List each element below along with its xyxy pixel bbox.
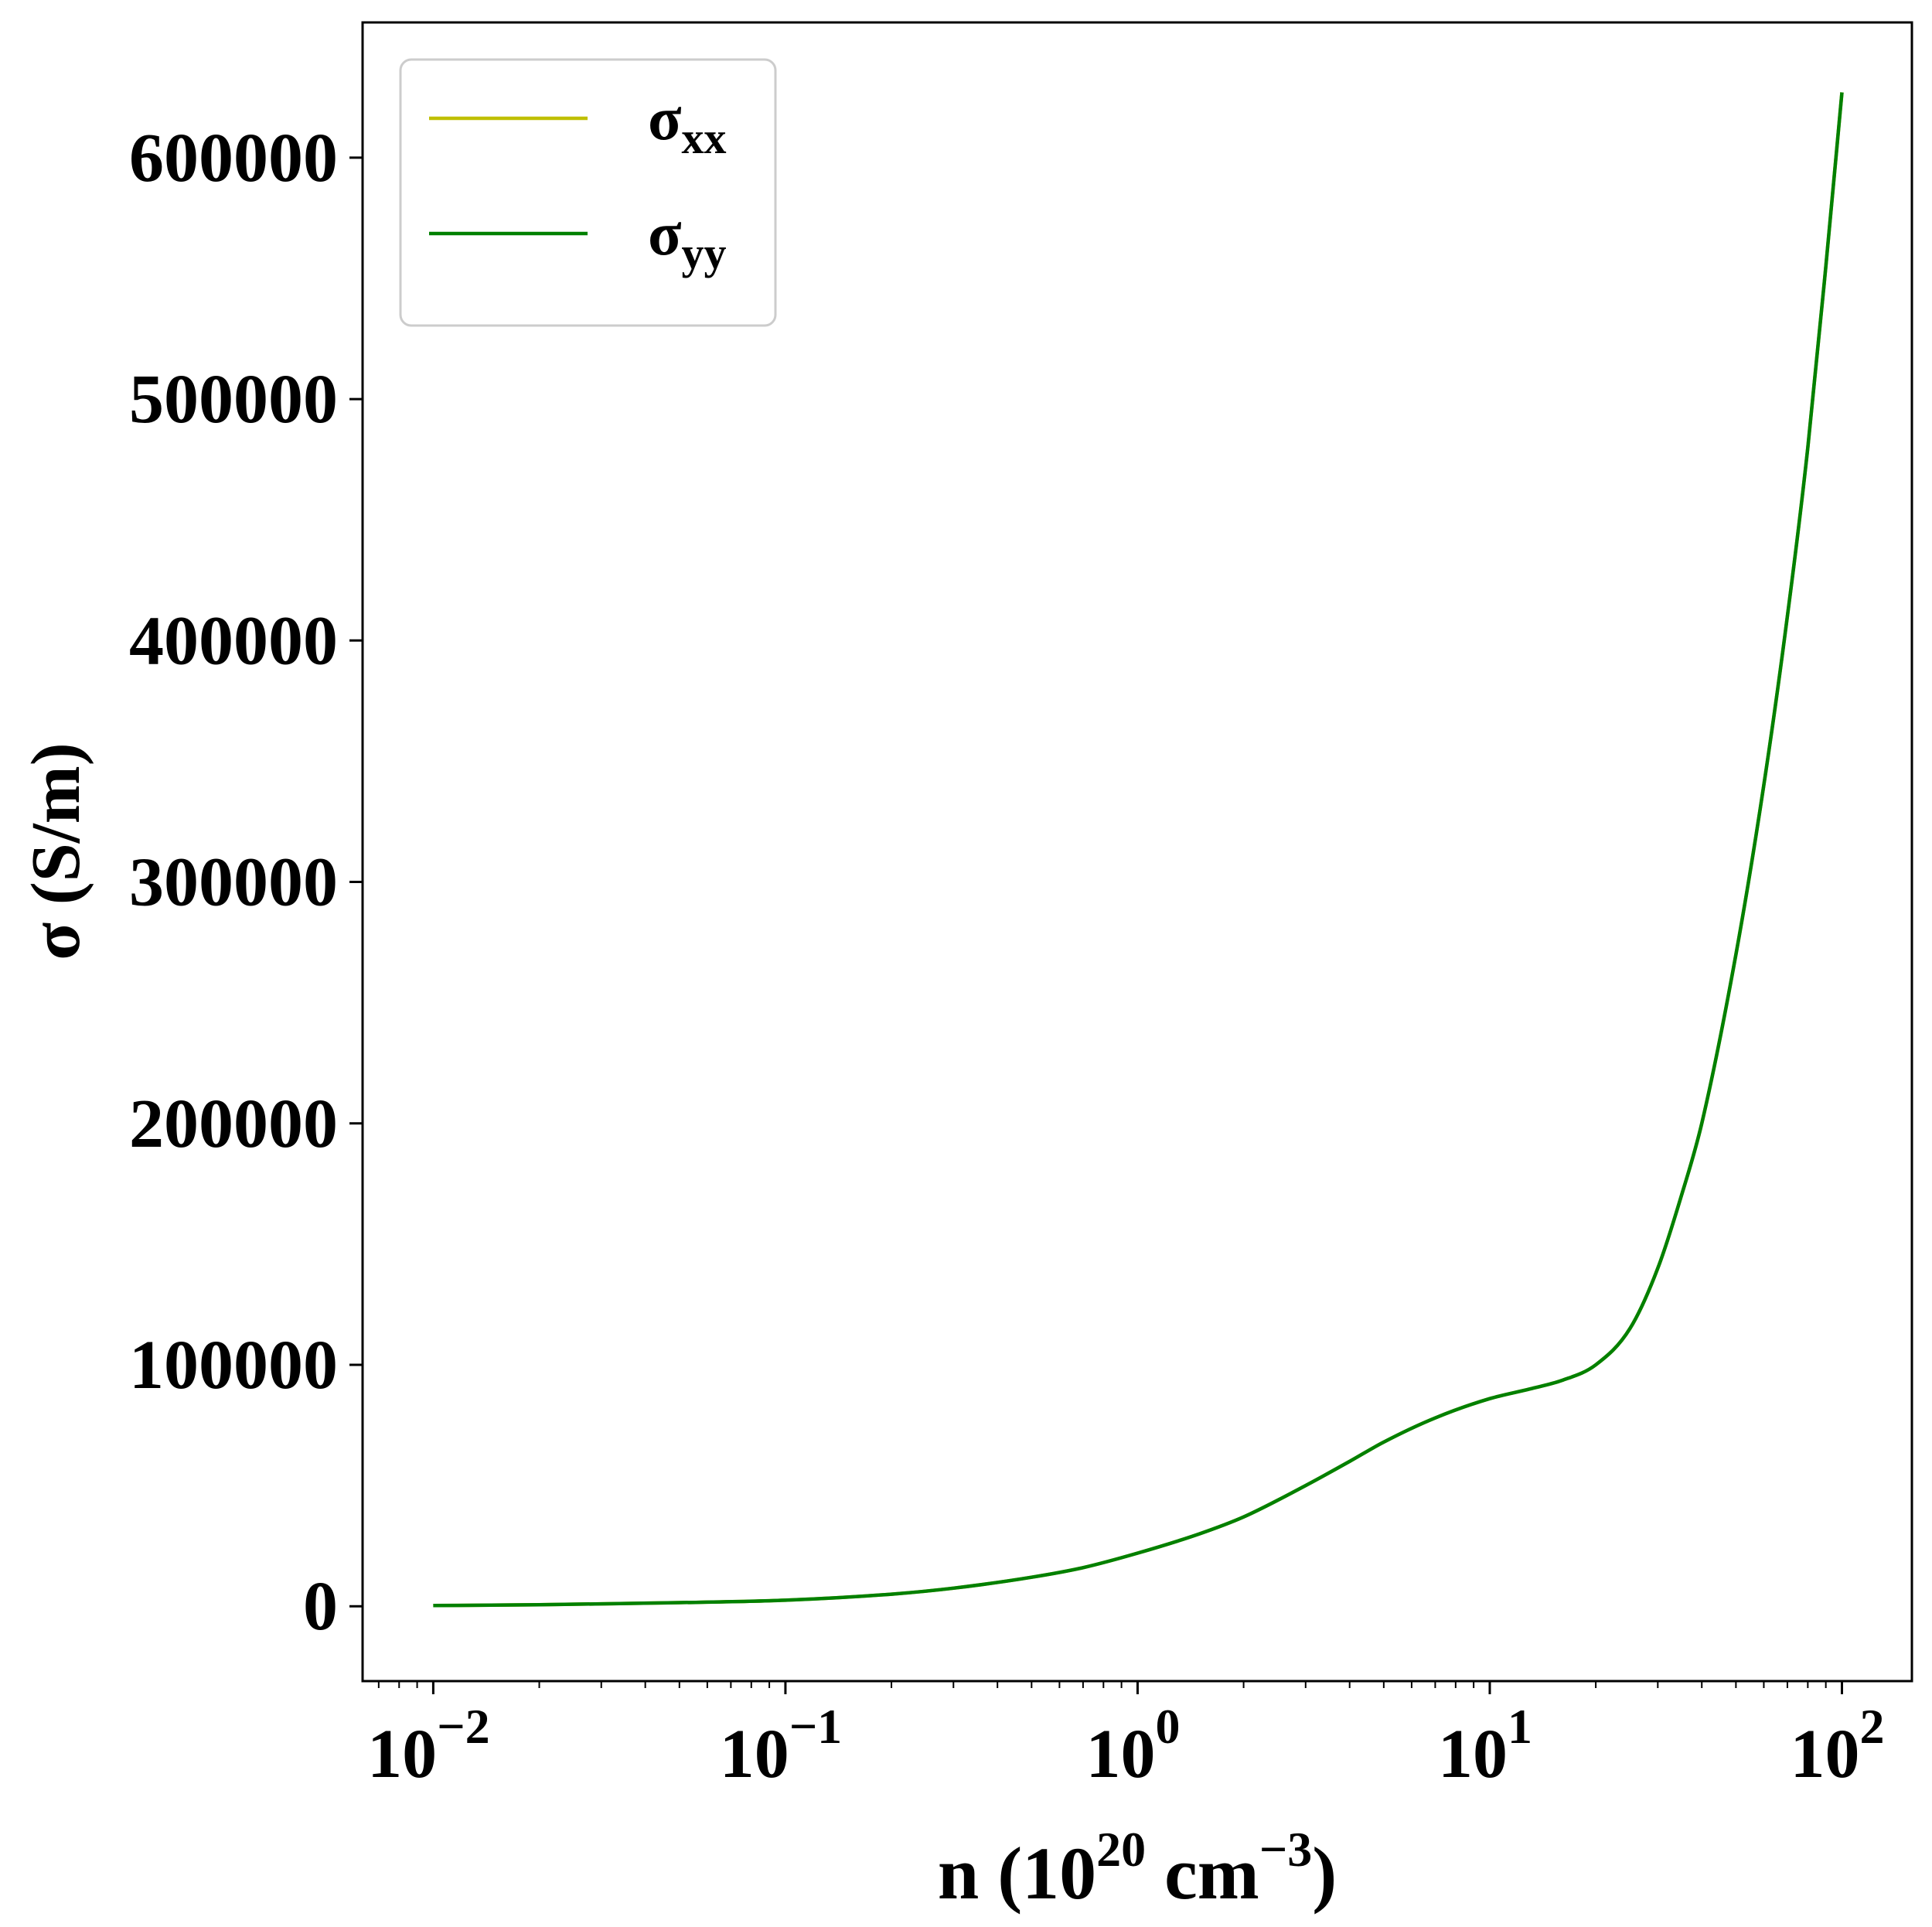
legend-entries: σxx σyy (429, 85, 727, 278)
y-axis: 0 100000 200000 300000 400000 500000 600000 (129, 120, 363, 1645)
x-tick-label: 101 (1438, 1699, 1532, 1792)
x-axis: 10−2 10−1 100 101 102 (367, 1681, 1885, 1792)
y-tick-label: 200000 (129, 1086, 338, 1162)
series-line-yy (433, 92, 1844, 1608)
legend-box (399, 58, 777, 327)
y-tick-label: 0 (303, 1568, 338, 1645)
legend: σxx σyy (399, 58, 777, 327)
x-axis-label: n (1020 cm−3) (938, 1822, 1337, 1915)
legend-label-yy: σyy (648, 200, 727, 278)
y-axis-label: σ (S/m) (18, 742, 94, 960)
x-tick-label: 10−2 (367, 1699, 489, 1792)
y-tick-label: 400000 (129, 602, 338, 679)
x-tick-label: 102 (1791, 1699, 1885, 1792)
y-tick-label: 600000 (129, 120, 338, 196)
legend-label-xx: σxx (648, 85, 727, 163)
y-tick-label: 500000 (129, 361, 338, 438)
x-tick-label: 10−1 (720, 1699, 842, 1792)
y-tick-label: 100000 (129, 1327, 338, 1403)
y-tick-label: 300000 (129, 844, 338, 921)
x-tick-label: 100 (1085, 1699, 1180, 1792)
plot-layer (433, 92, 1844, 1608)
